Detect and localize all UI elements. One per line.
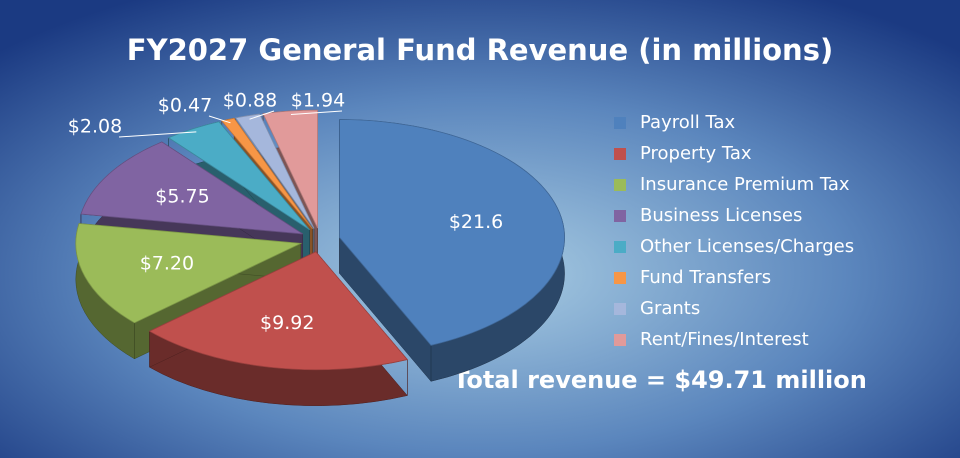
legend-swatch xyxy=(614,117,626,129)
legend-label: Insurance Premium Tax xyxy=(640,174,850,195)
legend: Payroll Tax Property Tax Insurance Premium… xyxy=(614,112,854,350)
slice xyxy=(262,109,318,229)
value-label: $0.88 xyxy=(223,90,277,112)
pie: $21.6 $9.92 $7.20 $5.75 $2.08 $0.47 $0.88 $1.94 xyxy=(68,90,565,406)
legend-label: Property Tax xyxy=(640,143,752,164)
legend-label: Business Licenses xyxy=(640,205,802,226)
legend-label: Other Licenses/Charges xyxy=(640,236,854,257)
legend-swatch xyxy=(614,148,626,160)
slice xyxy=(235,113,315,229)
legend-label: Payroll Tax xyxy=(640,112,736,133)
leader-line xyxy=(249,110,275,120)
legend-label: Rent/Fines/Interest xyxy=(640,329,809,350)
value-label: $9.92 xyxy=(260,312,314,334)
slice xyxy=(221,117,313,230)
value-label: $1.94 xyxy=(291,90,345,112)
legend-swatch xyxy=(614,210,626,222)
slice xyxy=(80,141,303,235)
value-label: $0.47 xyxy=(158,95,212,117)
value-label: $21.6 xyxy=(449,211,503,233)
legend-swatch xyxy=(614,303,626,315)
legend-label: Fund Transfers xyxy=(640,267,771,288)
value-label: $7.20 xyxy=(140,252,194,274)
slice xyxy=(148,251,409,371)
legend-swatch xyxy=(614,241,626,253)
legend-swatch xyxy=(614,334,626,346)
slice xyxy=(339,119,565,346)
leader-line xyxy=(118,131,197,138)
slice xyxy=(167,121,310,231)
annotation: Total revenue = $49.71 million xyxy=(453,366,867,394)
chart-title: FY2027 General Fund Revenue (in millions… xyxy=(127,33,833,67)
value-label: $5.75 xyxy=(155,185,209,207)
slice xyxy=(75,223,303,324)
legend-swatch xyxy=(614,179,626,191)
leader-line xyxy=(208,115,231,124)
value-label: $2.08 xyxy=(68,116,122,138)
legend-label: Grants xyxy=(640,298,700,319)
legend-swatch xyxy=(614,272,626,284)
leader-line xyxy=(290,110,343,115)
